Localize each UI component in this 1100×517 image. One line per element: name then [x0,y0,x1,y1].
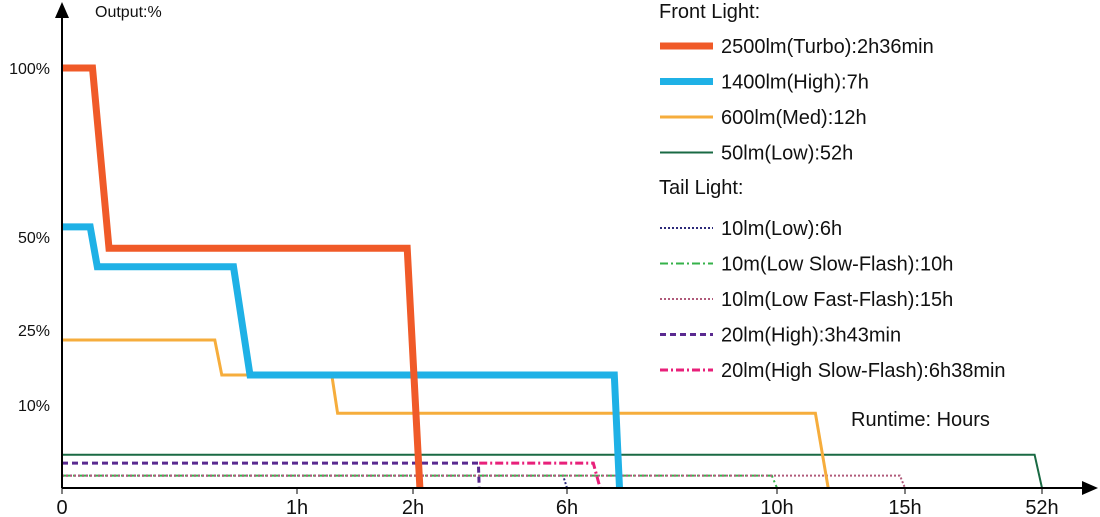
series-line-4 [62,474,568,489]
x-tick-label-4: 10h [760,497,793,517]
legend-label-5: 10m(Low Slow-Flash):10h [721,254,953,276]
legend-group-title-0: Front Light: [659,1,760,23]
legend-label-1: 1400lm(High):7h [721,72,869,94]
series-line-8 [479,461,602,489]
legend-label-3: 50lm(Low):52h [721,143,853,165]
x-tick-label-2: 2h [402,497,424,517]
y-tick-label-1: 50% [18,230,50,247]
x-tick-label-1: 1h [286,497,308,517]
ticks-layer: 100% 50% 25% 10% 0 1h 2h 6h 10h 15h 52h [9,61,1059,517]
y-tick-label-2: 25% [18,323,50,340]
legend-label-6: 10lm(Low Fast-Flash):15h [721,289,953,311]
x-axis-title: Runtime: Hours [851,409,990,431]
legend-label-8: 20lm(High Slow-Flash):6h38min [721,360,1006,382]
series-line-2 [62,338,830,489]
axes-layer: Output:% Runtime: Hours [55,2,1098,495]
x-axis-arrow-icon [1082,481,1098,495]
legend: Front Light: 2500lm(Turbo):2h36min 1400lm(… [659,1,1006,382]
legend-label-4: 10lm(Low):6h [721,218,842,240]
x-tick-label-0: 0 [56,497,67,517]
series-layer [62,64,1043,489]
y-axis-arrow-icon [55,2,69,18]
series-line-7 [62,461,481,489]
series-line-6 [62,474,906,489]
y-axis-title: Output:% [95,4,162,21]
legend-group-title-1: Tail Light: [659,177,744,199]
legend-label-0: 2500lm(Turbo):2h36min [721,36,934,58]
legend-label-7: 20lm(High):3h43min [721,325,901,347]
y-tick-label-0: 100% [9,61,50,78]
x-tick-label-3: 6h [556,497,578,517]
x-tick-label-5: 15h [888,497,921,517]
series-line-3 [62,453,1043,489]
series-line-0 [62,64,424,489]
legend-label-2: 600lm(Med):12h [721,107,867,129]
y-tick-label-3: 10% [18,398,50,415]
x-tick-label-6: 52h [1025,497,1058,517]
series-line-1 [62,223,623,489]
